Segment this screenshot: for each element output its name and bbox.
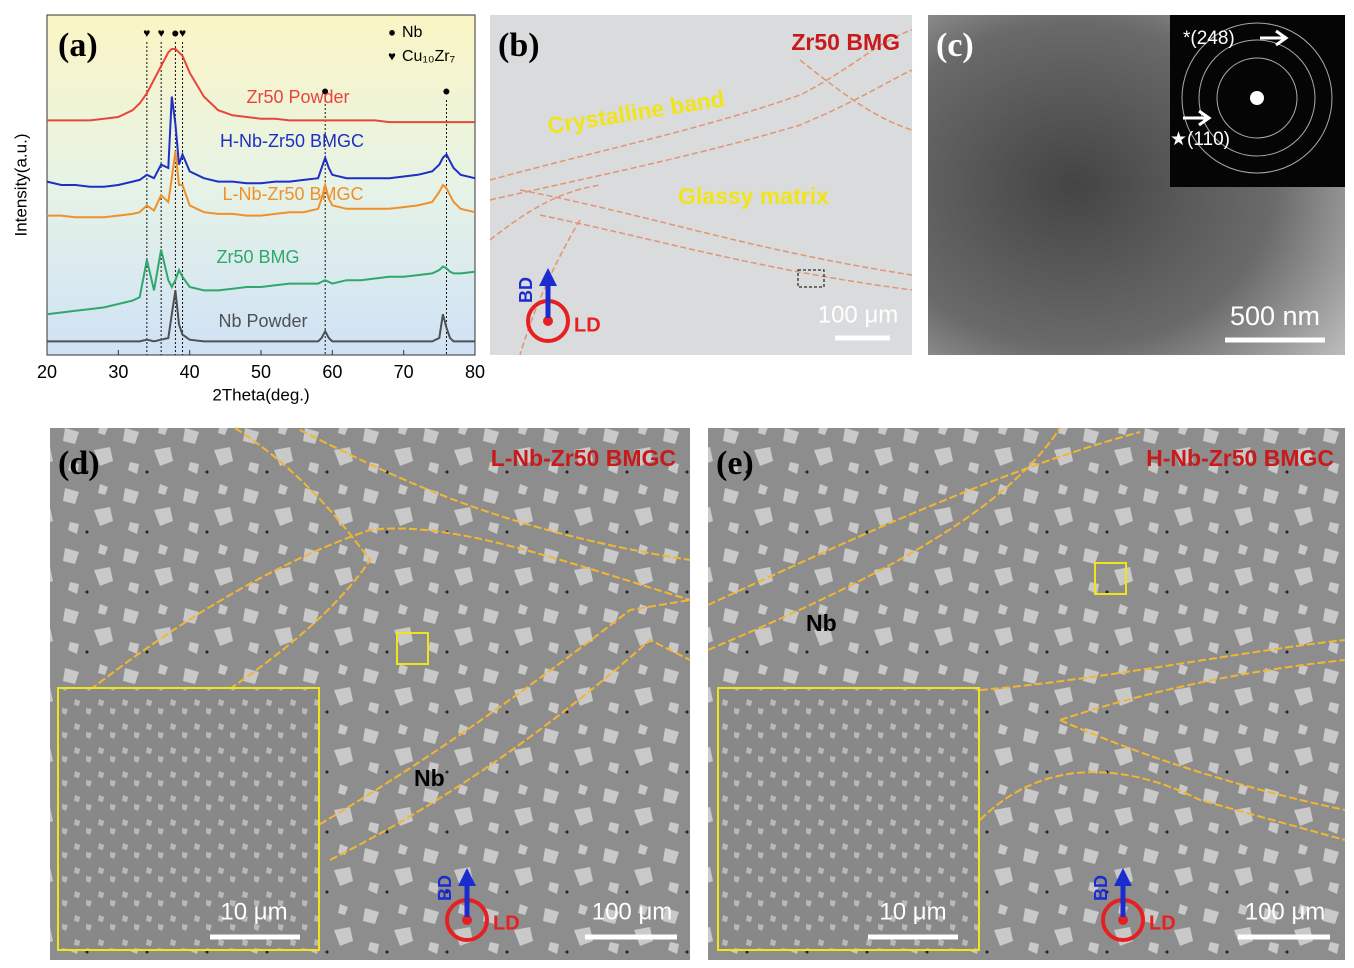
direction-symbol — [526, 268, 570, 343]
phase-label: Nb — [806, 610, 837, 636]
x-tick-label: 70 — [394, 362, 414, 382]
region-box — [797, 269, 825, 288]
scale-label: 500 nm — [1230, 301, 1320, 331]
series-label: Nb Powder — [218, 311, 307, 331]
peak-marker: ♥ — [158, 26, 165, 40]
series-label: Zr50 Powder — [246, 87, 349, 107]
direction-label: LD — [493, 912, 520, 934]
annotation: Glassy matrix — [678, 183, 829, 209]
legend-label: Nb — [402, 24, 423, 41]
band-boundary — [489, 29, 913, 356]
x-tick-label: 40 — [180, 362, 200, 382]
inset — [57, 687, 320, 951]
direction-symbol — [445, 868, 489, 942]
y-axis-label: Intensity(a.u.) — [11, 134, 30, 237]
direction-label: LD — [574, 314, 601, 336]
panel-title: H-Nb-Zr50 BMGC — [1146, 445, 1334, 471]
peak-marker: ♥ — [179, 26, 186, 40]
x-tick-label: 20 — [37, 362, 57, 382]
scale-label: 100 μm — [592, 898, 673, 925]
peak-marker: ● — [321, 83, 329, 99]
panel-title: Zr50 BMG — [791, 29, 900, 55]
arrow — [1260, 29, 1289, 47]
series-line — [46, 96, 476, 188]
scale-label: 100 μm — [1245, 898, 1326, 925]
region-box — [1094, 562, 1127, 595]
peak-marker: ● — [442, 83, 450, 99]
series-line — [46, 249, 476, 316]
direction-label: BD — [1091, 875, 1111, 901]
legend-label: Cu₁₀Zr₇ — [402, 48, 455, 65]
annotation: ★(110) — [1170, 129, 1230, 150]
series-label: H-Nb-Zr50 BMGC — [220, 131, 364, 151]
series-line — [47, 290, 475, 343]
panel-title: L-Nb-Zr50 BMGC — [491, 445, 676, 471]
panel-label: (d) — [58, 445, 100, 482]
band-boundary — [707, 427, 1346, 841]
legend-symbol: ● — [388, 24, 396, 39]
scale-label: 100 μm — [818, 301, 899, 328]
peak-marker: ♥ — [143, 26, 150, 40]
direction-label: BD — [516, 277, 536, 303]
region-box — [396, 632, 429, 665]
annotation: *(248) — [1183, 28, 1235, 49]
scale-label: 10 μm — [220, 898, 287, 925]
panel-label: (e) — [716, 445, 754, 482]
x-tick-label: 50 — [251, 362, 271, 382]
panel-label: (c) — [936, 27, 974, 64]
panel-label: (a) — [58, 27, 98, 64]
central-spot — [1250, 91, 1264, 105]
scale-label: 10 μm — [879, 898, 946, 925]
series-line — [47, 48, 475, 124]
band-boundary — [89, 427, 691, 861]
x-tick-label: 30 — [108, 362, 128, 382]
direction-label: LD — [1149, 912, 1176, 934]
direction-label: BD — [435, 875, 455, 901]
peak-marker: ● — [171, 25, 179, 41]
series-label: Zr50 BMG — [216, 247, 299, 267]
arrow — [1183, 109, 1212, 127]
phase-label: Nb — [414, 765, 445, 791]
inset — [717, 687, 980, 951]
series-line — [47, 150, 476, 219]
x-tick-label: 80 — [465, 362, 485, 382]
diffraction-rings — [1181, 22, 1333, 174]
series-label: L-Nb-Zr50 BMGC — [222, 184, 363, 204]
x-tick-label: 60 — [322, 362, 342, 382]
x-axis-label: 2Theta(deg.) — [212, 385, 309, 404]
legend-symbol: ♥ — [388, 48, 396, 63]
panel-label: (b) — [498, 27, 540, 64]
direction-symbol — [1101, 868, 1145, 942]
